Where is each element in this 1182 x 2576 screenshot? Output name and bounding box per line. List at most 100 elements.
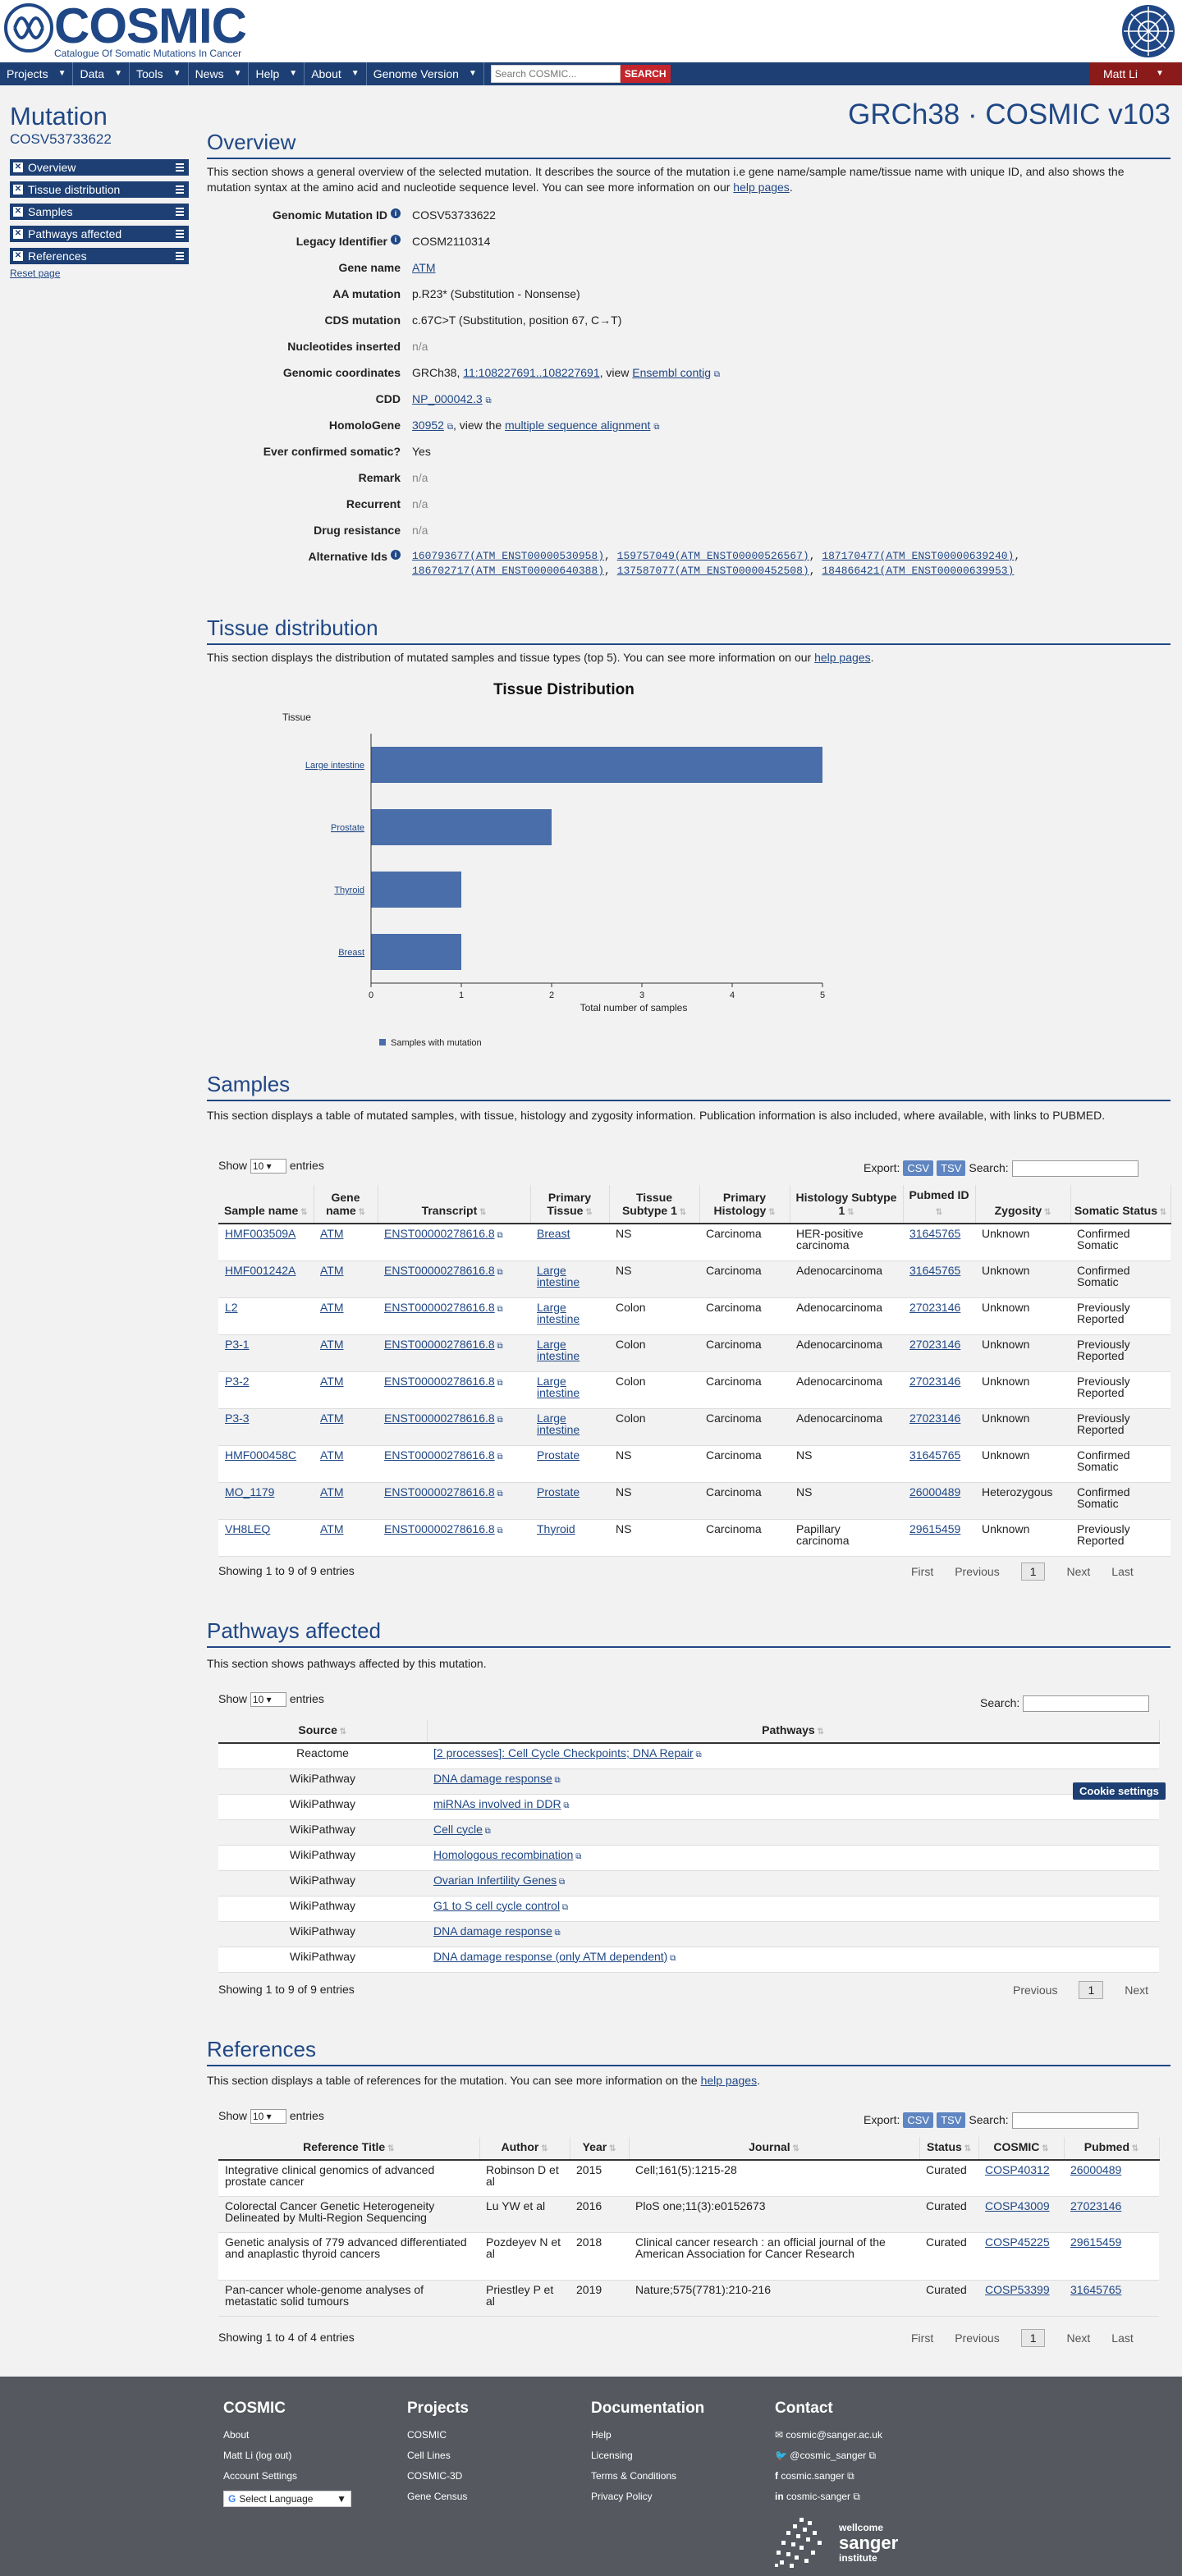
- y-tick-label[interactable]: Prostate: [331, 823, 364, 833]
- pathway-link[interactable]: [2 processes]: Cell Cycle Checkpoints; D…: [433, 1746, 694, 1759]
- footer-link[interactable]: Help: [591, 2429, 612, 2441]
- footer-link[interactable]: Cell Lines: [407, 2450, 451, 2461]
- cell-link[interactable]: ATM: [320, 1521, 344, 1535]
- cell-link[interactable]: ENST00000278616.8: [384, 1485, 495, 1498]
- cell-link[interactable]: ATM: [320, 1411, 344, 1425]
- page-length-select[interactable]: 10 ▾: [250, 1159, 286, 1174]
- column-header[interactable]: Reference Title ⇅: [218, 2137, 480, 2161]
- cell-link[interactable]: ATM: [320, 1227, 344, 1240]
- last-page-button[interactable]: Last: [1111, 2331, 1134, 2345]
- cell-link[interactable]: Thyroid: [537, 1521, 575, 1535]
- column-header[interactable]: Zygosity ⇅: [975, 1185, 1071, 1224]
- cell-link[interactable]: P3-3: [225, 1411, 250, 1425]
- column-header[interactable]: Journal ⇅: [629, 2137, 920, 2161]
- cell-link[interactable]: 31645765: [1070, 2282, 1122, 2296]
- nav-about[interactable]: About ▼: [305, 62, 367, 85]
- csv-export-button[interactable]: CSV: [903, 1160, 934, 1176]
- footer-twitter-link[interactable]: 🐦 @cosmic_sanger ⧉: [775, 2450, 877, 2461]
- column-header[interactable]: Primary Histology ⇅: [699, 1185, 790, 1224]
- footer-link[interactable]: Gene Census: [407, 2491, 468, 2502]
- cookie-settings-button[interactable]: Cookie settings: [1073, 1782, 1166, 1800]
- page-length-select[interactable]: 10 ▾: [250, 2109, 286, 2125]
- cell-link[interactable]: COSP53399: [985, 2282, 1050, 2296]
- footer-facebook-link[interactable]: f cosmic.sanger ⧉: [775, 2470, 854, 2482]
- drag-handle-icon[interactable]: [176, 208, 184, 216]
- cell-link[interactable]: 27023146: [909, 1337, 961, 1351]
- column-header[interactable]: Status ⇅: [919, 2137, 979, 2161]
- cell-link[interactable]: Breast: [537, 1227, 570, 1240]
- drag-handle-icon[interactable]: [176, 252, 184, 260]
- sidebar-item-tissue-distribution[interactable]: ✕ Tissue distribution: [10, 181, 189, 198]
- nav-projects[interactable]: Projects ▼: [0, 62, 74, 85]
- close-icon[interactable]: ✕: [13, 185, 23, 194]
- footer-link[interactable]: COSMIC: [407, 2429, 447, 2441]
- drag-handle-icon[interactable]: [176, 185, 184, 194]
- cell-link[interactable]: 31645765: [909, 1448, 961, 1462]
- column-header[interactable]: COSMIC ⇅: [978, 2137, 1065, 2161]
- cell-link[interactable]: 26000489: [909, 1485, 961, 1498]
- cell-link[interactable]: ENST00000278616.8: [384, 1263, 495, 1277]
- cell-link[interactable]: ENST00000278616.8: [384, 1300, 495, 1314]
- bar-thyroid[interactable]: [371, 872, 461, 908]
- last-page-button[interactable]: Last: [1111, 1565, 1134, 1578]
- footer-link[interactable]: Terms & Conditions: [591, 2470, 677, 2482]
- column-header[interactable]: Author ⇅: [479, 2137, 570, 2161]
- page-length-select[interactable]: 10 ▾: [250, 1692, 286, 1708]
- nav-genome-version[interactable]: Genome Version ▼: [367, 62, 484, 85]
- sidebar-item-overview[interactable]: ✕ Overview: [10, 159, 189, 176]
- help-pages-link[interactable]: help pages: [733, 181, 790, 194]
- column-header[interactable]: Sample name ⇅: [218, 1185, 314, 1224]
- cell-link[interactable]: Prostate: [537, 1448, 580, 1462]
- footer-link[interactable]: COSMIC-3D: [407, 2470, 463, 2482]
- reset-page-link[interactable]: Reset page: [10, 268, 61, 279]
- pathway-link[interactable]: DNA damage response (only ATM dependent): [433, 1949, 668, 1963]
- cell-link[interactable]: 29615459: [909, 1521, 961, 1535]
- previous-page-button[interactable]: Previous: [955, 1565, 1000, 1578]
- column-header[interactable]: Gene name ⇅: [314, 1185, 378, 1224]
- pathway-link[interactable]: Cell cycle: [433, 1822, 483, 1836]
- column-header[interactable]: Histology Subtype 1 ⇅: [790, 1185, 904, 1224]
- pathways-search-input[interactable]: [1023, 1695, 1150, 1712]
- sidebar-item-pathways[interactable]: ✕ Pathways affected: [10, 226, 189, 242]
- cell-link[interactable]: 31645765: [909, 1263, 961, 1277]
- column-header[interactable]: Primary Tissue ⇅: [530, 1185, 610, 1224]
- cell-link[interactable]: ATM: [320, 1263, 344, 1277]
- cell-link[interactable]: COSP43009: [985, 2199, 1050, 2212]
- column-header[interactable]: Pubmed ID ⇅: [903, 1185, 976, 1224]
- cell-link[interactable]: COSP40312: [985, 2163, 1050, 2176]
- drag-handle-icon[interactable]: [176, 163, 184, 172]
- sidebar-item-samples[interactable]: ✕ Samples: [10, 204, 189, 220]
- cell-link[interactable]: COSP45225: [985, 2235, 1050, 2249]
- references-search-input[interactable]: [1011, 2112, 1138, 2130]
- csv-export-button[interactable]: CSV: [903, 2112, 934, 2128]
- cell-link[interactable]: ENST00000278616.8: [384, 1411, 495, 1425]
- cell-link[interactable]: 26000489: [1070, 2163, 1122, 2176]
- close-icon[interactable]: ✕: [13, 251, 23, 261]
- footer-email-link[interactable]: ✉ cosmic@sanger.ac.uk: [775, 2429, 882, 2441]
- cell-link[interactable]: ENST00000278616.8: [384, 1337, 495, 1351]
- column-header[interactable]: Tissue Subtype 1 ⇅: [609, 1185, 700, 1224]
- cell-link[interactable]: HMF000458C: [225, 1448, 297, 1462]
- alt-id-link[interactable]: 187170477(ATM_ENST00000639240): [822, 550, 1015, 562]
- page-1-button[interactable]: 1: [1020, 1563, 1046, 1581]
- sidebar-item-references[interactable]: ✕ References: [10, 248, 189, 264]
- pathway-link[interactable]: DNA damage response: [433, 1771, 552, 1785]
- footer-link[interactable]: Account Settings: [223, 2470, 298, 2482]
- help-pages-link[interactable]: help pages: [700, 2074, 758, 2087]
- cell-link[interactable]: 27023146: [909, 1374, 961, 1388]
- nav-tools[interactable]: Tools ▼: [130, 62, 189, 85]
- column-header[interactable]: Pubmed ⇅: [1064, 2137, 1160, 2161]
- alt-id-link[interactable]: 159757049(ATM_ENST00000526567): [616, 550, 809, 562]
- column-header[interactable]: Pathways ⇅: [427, 1720, 1160, 1744]
- cell-link[interactable]: ENST00000278616.8: [384, 1374, 495, 1388]
- footer-link[interactable]: Privacy Policy: [591, 2491, 653, 2502]
- drag-handle-icon[interactable]: [176, 230, 184, 238]
- pathway-link[interactable]: Homologous recombination: [433, 1847, 574, 1861]
- column-header[interactable]: Somatic Status ⇅: [1070, 1185, 1171, 1224]
- tsv-export-button[interactable]: TSV: [937, 2112, 966, 2128]
- pathway-link[interactable]: G1 to S cell cycle control: [433, 1898, 561, 1912]
- previous-page-button[interactable]: Previous: [1013, 1983, 1058, 1997]
- cell-link[interactable]: MO_1179: [225, 1485, 275, 1498]
- column-header[interactable]: Transcript ⇅: [378, 1185, 531, 1224]
- next-page-button[interactable]: Next: [1125, 1983, 1149, 1997]
